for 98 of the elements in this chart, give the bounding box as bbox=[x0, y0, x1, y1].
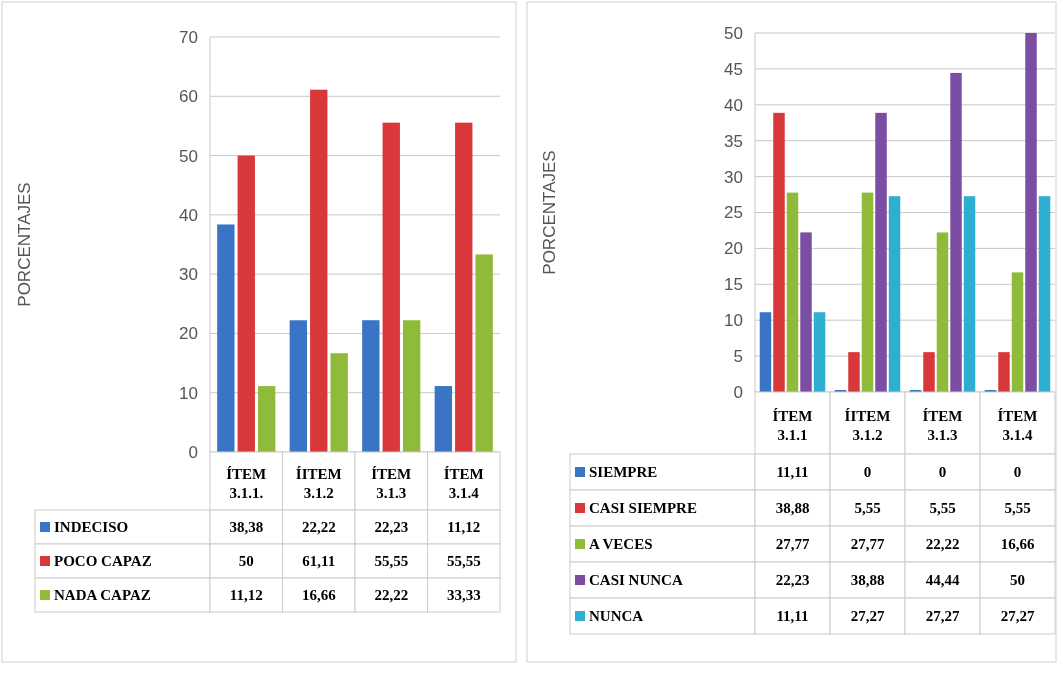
bar bbox=[1038, 196, 1051, 392]
legend-label: CASI SIEMPRE bbox=[589, 500, 697, 517]
y-tick-label: 25 bbox=[724, 203, 743, 223]
bar bbox=[257, 386, 276, 452]
data-label: 33,33 bbox=[446, 587, 481, 604]
bar bbox=[936, 232, 949, 392]
data-label: 61,11 bbox=[302, 553, 336, 570]
bar bbox=[1025, 33, 1037, 392]
bar bbox=[237, 155, 255, 452]
legend-label: A VECES bbox=[589, 536, 653, 553]
data-label: 0 bbox=[1013, 464, 1022, 481]
bar bbox=[455, 122, 473, 452]
x-tick-label: ÍTEM 3.1.4 bbox=[997, 408, 1038, 443]
legend-label: NUNCA bbox=[589, 608, 644, 625]
y-tick-label: 15 bbox=[724, 275, 743, 295]
x-tick-label: ÍTEM 3.1.3 bbox=[922, 408, 963, 443]
y-axis-title: PORCENTAJES bbox=[540, 150, 559, 275]
data-label: 27,77 bbox=[775, 536, 810, 553]
y-tick-label: 10 bbox=[724, 311, 743, 331]
x-tick-label: ÍTEM 3.1.3 bbox=[371, 466, 412, 501]
data-label: 55,55 bbox=[446, 553, 481, 570]
bar bbox=[786, 192, 799, 392]
bar bbox=[362, 320, 380, 452]
data-label: 22,22 bbox=[301, 519, 336, 536]
legend-label: SIEMPRE bbox=[589, 464, 658, 481]
x-tick-label: ÍITEM 3.1.2 bbox=[295, 466, 342, 501]
data-label: 27,27 bbox=[925, 608, 960, 625]
bar bbox=[998, 352, 1010, 392]
data-label: 11,11 bbox=[776, 608, 809, 625]
bar bbox=[773, 112, 785, 392]
bar bbox=[923, 352, 935, 392]
y-tick-label: 30 bbox=[179, 265, 198, 285]
data-label: 38,88 bbox=[775, 500, 810, 517]
bar bbox=[813, 312, 826, 392]
data-label: 38,88 bbox=[850, 572, 885, 589]
legend-label: POCO CAPAZ bbox=[54, 553, 152, 570]
y-tick-label: 50 bbox=[179, 146, 198, 166]
y-tick-label: 70 bbox=[179, 27, 198, 47]
bar bbox=[475, 254, 493, 452]
data-label: 55,55 bbox=[374, 553, 409, 570]
y-tick-label: 40 bbox=[724, 95, 743, 115]
data-label: 5,55 bbox=[854, 500, 881, 517]
legend-label: NADA CAPAZ bbox=[54, 587, 151, 604]
data-label: 11,12 bbox=[447, 519, 481, 536]
bar bbox=[848, 352, 860, 392]
y-tick-label: 5 bbox=[733, 347, 743, 367]
y-tick-label: 20 bbox=[724, 239, 743, 259]
bar bbox=[875, 112, 887, 392]
bar bbox=[861, 192, 874, 392]
legend-label: INDECISO bbox=[54, 519, 129, 536]
y-tick-label: 0 bbox=[188, 442, 198, 462]
y-tick-label: 60 bbox=[179, 87, 198, 107]
data-label: 16,66 bbox=[1000, 536, 1035, 553]
data-label: 27,27 bbox=[850, 608, 885, 625]
x-tick-label: ÍITEM 3.1.2 bbox=[844, 408, 891, 443]
data-label: 50 bbox=[238, 553, 254, 570]
data-label: 27,77 bbox=[850, 536, 885, 553]
data-label: 50 bbox=[1010, 572, 1025, 589]
data-label: 11,11 bbox=[776, 464, 809, 481]
bar bbox=[950, 72, 962, 392]
y-tick-label: 45 bbox=[724, 59, 743, 79]
y-tick-label: 10 bbox=[179, 383, 198, 403]
bar bbox=[759, 312, 772, 392]
y-axis-title: PORCENTAJES bbox=[15, 182, 34, 307]
data-label: 38,38 bbox=[229, 519, 264, 536]
x-tick-label: ÍTEM 3.1.1. bbox=[226, 466, 267, 501]
bar bbox=[289, 320, 308, 452]
bar bbox=[402, 320, 421, 452]
data-label: 27,27 bbox=[1000, 608, 1035, 625]
data-label: 22,22 bbox=[925, 536, 960, 553]
x-tick-label: ÍTEM 3.1.4 bbox=[443, 466, 484, 501]
bar bbox=[888, 196, 901, 392]
bar bbox=[1011, 272, 1024, 392]
y-tick-label: 30 bbox=[724, 167, 743, 187]
bar bbox=[217, 224, 235, 452]
bar bbox=[330, 353, 348, 452]
data-label: 22,23 bbox=[775, 572, 810, 589]
data-label: 16,66 bbox=[301, 587, 337, 604]
y-tick-label: 35 bbox=[724, 131, 743, 151]
data-label: 11,12 bbox=[229, 587, 263, 604]
y-tick-label: 20 bbox=[179, 324, 198, 344]
data-label: 22,22 bbox=[374, 587, 409, 604]
data-label: 0 bbox=[938, 464, 947, 481]
data-label: 0 bbox=[863, 464, 872, 481]
y-tick-label: 50 bbox=[724, 23, 743, 43]
data-label: 22,23 bbox=[374, 519, 409, 536]
data-label: 5,55 bbox=[929, 500, 956, 517]
bar bbox=[963, 196, 976, 392]
legend-label: CASI NUNCA bbox=[589, 572, 683, 589]
data-label: 44,44 bbox=[925, 572, 960, 589]
bar bbox=[382, 122, 400, 452]
bar bbox=[800, 232, 812, 392]
y-tick-label: 0 bbox=[733, 382, 743, 402]
bar bbox=[434, 386, 453, 452]
y-tick-label: 40 bbox=[179, 205, 198, 225]
x-tick-label: ÍTEM 3.1.1 bbox=[772, 408, 813, 443]
data-label: 5,55 bbox=[1004, 500, 1031, 517]
bar bbox=[310, 89, 328, 452]
